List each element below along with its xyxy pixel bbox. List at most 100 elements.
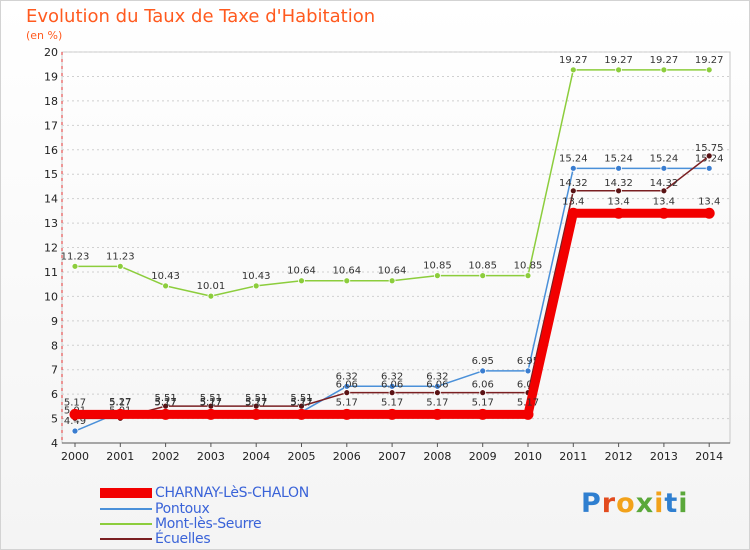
data-label: 10.64 (332, 266, 361, 277)
data-point (569, 66, 577, 74)
data-label: 5.17 (381, 397, 403, 408)
proxiti-logo: Proxiti (581, 488, 689, 519)
data-label: 10.01 (197, 281, 226, 292)
data-label: 5.17 (245, 397, 267, 408)
data-label: 13.4 (562, 196, 584, 207)
data-label: 6.06 (517, 380, 539, 391)
legend-label: Écuelles (155, 531, 211, 547)
y-tick-label: 17 (44, 119, 58, 132)
data-label: 5.51 (200, 393, 222, 404)
x-tick-label: 2014 (695, 450, 723, 463)
data-label: 5.27 (154, 397, 176, 408)
data-label: 5.17 (426, 397, 448, 408)
data-label: 6.32 (381, 371, 403, 382)
data-point (388, 389, 396, 397)
y-tick-label: 20 (44, 46, 58, 59)
y-tick-label: 18 (44, 95, 58, 108)
data-label: 5.27 (200, 397, 222, 408)
legend-item-charnay: CHARNAY-LèS-CHALON (100, 485, 400, 501)
data-label: 11.23 (61, 251, 90, 262)
data-point (207, 292, 215, 300)
data-label: 14.32 (650, 178, 679, 189)
x-tick-label: 2000 (61, 450, 89, 463)
y-tick-label: 7 (51, 364, 58, 377)
data-point (431, 408, 443, 420)
data-label: 5.17 (517, 397, 539, 408)
y-tick-label: 11 (44, 266, 58, 279)
data-point (388, 277, 396, 285)
data-point (386, 408, 398, 420)
data-point (569, 187, 577, 195)
data-point (205, 408, 217, 420)
x-tick-label: 2008 (423, 450, 451, 463)
y-tick-label: 12 (44, 242, 58, 255)
data-label: 15.24 (559, 153, 588, 164)
legend-item-mont-les-seurre: Mont-lès-Seurre (100, 516, 400, 532)
logo-letter: P (581, 488, 602, 519)
data-point (479, 272, 487, 280)
data-label: 19.27 (650, 55, 679, 66)
data-label: 6.06 (426, 380, 448, 391)
data-label: 10.85 (514, 261, 543, 272)
y-unit-label: (en %) (26, 29, 63, 42)
data-point (522, 408, 534, 420)
data-point (658, 207, 670, 219)
legend-label: Mont-lès-Seurre (155, 516, 262, 532)
x-tick-label: 2003 (197, 450, 225, 463)
y-tick-label: 16 (44, 144, 58, 157)
data-label: 10.64 (378, 266, 407, 277)
data-label: 14.32 (604, 178, 633, 189)
y-tick-label: 15 (44, 168, 58, 181)
data-point (343, 277, 351, 285)
data-label: 5.17 (472, 397, 494, 408)
x-tick-label: 2012 (605, 450, 633, 463)
legend-swatch (100, 538, 152, 540)
data-label: 5.17 (64, 397, 86, 408)
data-point (479, 389, 487, 397)
logo-letter: i (678, 488, 689, 519)
data-point (116, 262, 124, 270)
data-label: 15.24 (604, 153, 633, 164)
data-point (433, 389, 441, 397)
data-label: 19.27 (559, 55, 588, 66)
data-label: 5.17 (154, 397, 176, 408)
data-point (343, 389, 351, 397)
x-tick-label: 2011 (559, 450, 587, 463)
data-label: 5.27 (109, 397, 131, 408)
data-point (660, 164, 668, 172)
y-tick-label: 4 (51, 437, 58, 450)
legend-swatch (100, 488, 152, 498)
legend-swatch (100, 523, 152, 525)
y-tick-label: 5 (51, 413, 58, 426)
data-point (615, 164, 622, 172)
legend-swatch (100, 508, 152, 510)
data-label: 19.27 (695, 55, 724, 66)
data-point (479, 367, 487, 375)
logo-letter: i (654, 488, 665, 519)
data-point (615, 66, 622, 74)
x-tick-label: 2001 (106, 450, 134, 463)
y-tick-label: 10 (44, 290, 58, 303)
data-label: 5.27 (290, 397, 312, 408)
x-tick-label: 2004 (242, 450, 270, 463)
data-label: 15.24 (650, 153, 679, 164)
data-point (477, 408, 489, 420)
y-tick-label: 9 (51, 315, 58, 328)
data-point (705, 164, 713, 172)
data-point (567, 207, 579, 219)
data-point (433, 272, 441, 280)
data-point (162, 282, 170, 290)
data-label: 6.32 (336, 371, 358, 382)
data-label: 13.4 (607, 196, 629, 207)
data-point (524, 367, 532, 375)
data-label: 13.4 (653, 196, 675, 207)
data-label: 6.06 (336, 380, 358, 391)
data-point (660, 187, 668, 195)
logo-letter: o (616, 488, 636, 519)
data-point (252, 282, 260, 290)
legend-item-pontoux: Pontoux (100, 501, 400, 517)
legend-item-ecuelles: Écuelles (100, 531, 400, 547)
data-label: 13.4 (698, 196, 720, 207)
